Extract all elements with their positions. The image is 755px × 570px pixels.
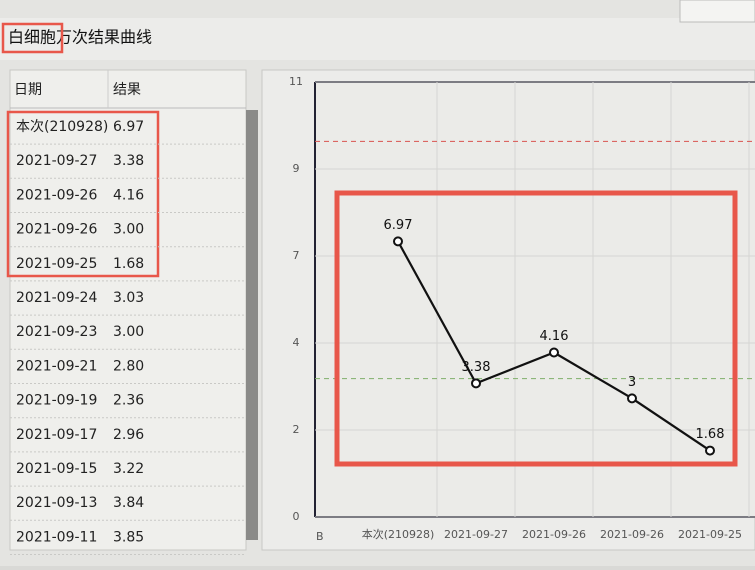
date-cell: 2021-09-15	[16, 461, 97, 477]
data-label: 1.68	[696, 427, 725, 442]
result-cell: 3.85	[113, 529, 144, 545]
result-cell: 1.68	[113, 256, 144, 272]
data-label: 3	[628, 375, 636, 390]
date-cell: 2021-09-19	[16, 393, 97, 409]
point	[393, 236, 403, 247]
result-cell: 6.97	[113, 119, 144, 135]
data-label: 4.16	[540, 329, 569, 344]
x-tick-label: 2021-09-27	[444, 528, 508, 541]
x-tick-label: 本次(210928)	[362, 527, 435, 541]
y-tick-label: 11	[289, 75, 303, 88]
result-cell: 3.00	[113, 324, 144, 340]
chart: 0 2 4 7 9 11 本次(210928) 2021-09-27 2021-09-26 202…	[289, 75, 755, 541]
x-tick-label: 2021-09-26	[600, 528, 664, 541]
column-header: 日期	[14, 82, 42, 98]
date-cell: 2021-09-21	[16, 358, 97, 374]
date-cell: 2021-09-24	[16, 290, 97, 306]
highlight-box	[1, 22, 64, 54]
result-cell: 3.22	[113, 461, 144, 477]
y-tick-label: 2	[293, 423, 300, 436]
y-tick-label: 7	[293, 249, 300, 262]
point	[627, 393, 637, 404]
column-header: 结果	[113, 82, 141, 98]
data-label: 3.38	[462, 360, 491, 375]
result-cell: 2.80	[113, 358, 144, 374]
scrollbar[interactable]	[246, 110, 258, 540]
header-bar	[0, 18, 755, 60]
y-tick-label: 9	[293, 162, 300, 175]
date-cell: 2021-09-26	[16, 187, 97, 203]
point	[705, 445, 715, 456]
result-cell: 2.96	[113, 427, 144, 443]
result-cell: 3.84	[113, 495, 144, 511]
date-cell: 2021-09-26	[16, 222, 97, 238]
x-corner-label: B	[316, 530, 324, 543]
plot-area	[315, 82, 755, 517]
window-title: 白细胞万次结果曲线	[8, 28, 152, 47]
point	[549, 347, 559, 358]
result-cell: 3.03	[113, 290, 144, 306]
date-cell: 2021-09-17	[16, 427, 97, 443]
result-cell: 3.38	[113, 153, 144, 169]
y-tick-label: 4	[293, 336, 300, 349]
result-cell: 4.16	[113, 187, 144, 203]
point	[471, 378, 481, 389]
highlight-box	[6, 110, 160, 278]
x-tick-label: 2021-09-26	[522, 528, 586, 541]
result-cell: 3.00	[113, 222, 144, 238]
data-label: 6.97	[384, 218, 413, 233]
highlight-box	[334, 190, 738, 467]
date-cell: 2021-09-27	[16, 153, 97, 169]
date-cell: 2021-09-23	[16, 324, 97, 340]
date-cell: 本次(210928)	[16, 119, 108, 135]
date-cell: 2021-09-11	[16, 529, 97, 545]
table-panel	[9, 69, 247, 551]
button[interactable]	[679, 0, 755, 23]
date-cell: 2021-09-25	[16, 256, 97, 272]
y-tick-label: 0	[293, 510, 300, 523]
date-cell: 2021-09-13	[16, 495, 97, 511]
x-tick-label: 2021-09-25	[678, 528, 742, 541]
result-cell: 2.36	[113, 393, 144, 409]
